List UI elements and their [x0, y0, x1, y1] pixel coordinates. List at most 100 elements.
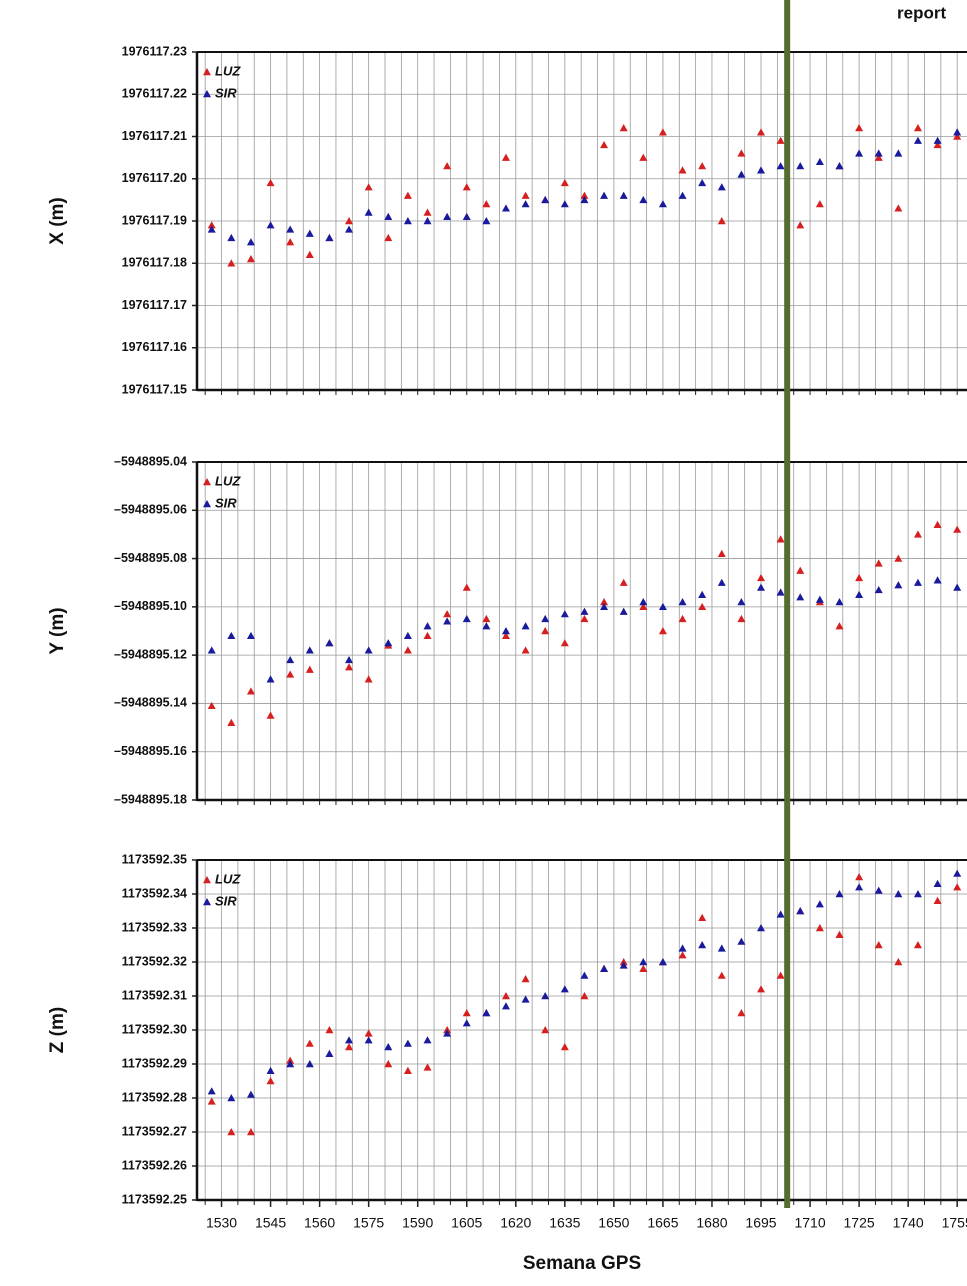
- data-point: [698, 913, 707, 921]
- data-point: [384, 639, 393, 647]
- data-point: [325, 639, 334, 647]
- y-tick-label: 1173592.28: [122, 1090, 187, 1104]
- data-point: [246, 1090, 255, 1098]
- data-point: [913, 941, 922, 949]
- x-axis-label: Semana GPS: [523, 1253, 641, 1274]
- data-point: [305, 646, 314, 654]
- y-tick-label: 1976117.20: [122, 171, 187, 185]
- data-point: [776, 136, 785, 144]
- data-point: [855, 149, 864, 157]
- data-point: [345, 217, 354, 225]
- data-point: [423, 631, 432, 640]
- data-point: [835, 598, 844, 606]
- data-point: [894, 581, 903, 589]
- data-point: [403, 1039, 412, 1047]
- data-point: [757, 573, 766, 582]
- data-point: [325, 233, 334, 242]
- data-point: [501, 992, 510, 1000]
- x-tick-label: 1605: [451, 1215, 482, 1231]
- data-point: [600, 598, 609, 606]
- data-point: [776, 910, 785, 918]
- data-point: [835, 890, 844, 898]
- y-tick-label: 1976117.18: [122, 256, 187, 270]
- data-point: [560, 639, 569, 647]
- data-point: [207, 646, 216, 654]
- data-point: [521, 622, 530, 630]
- points: [207, 124, 962, 267]
- y-tick-label: 1976117.22: [122, 87, 187, 101]
- data-point: [953, 883, 962, 891]
- data-point: [933, 520, 942, 528]
- data-point: [933, 896, 942, 904]
- y-tick-label: 1173592.33: [122, 920, 187, 934]
- annotation: report: [897, 3, 946, 22]
- data-point: [913, 530, 922, 538]
- data-point: [874, 886, 883, 894]
- x-tick-label: 1635: [549, 1215, 580, 1231]
- data-point: [286, 238, 295, 246]
- x-tick-label: 1680: [696, 1215, 727, 1231]
- data-point: [717, 944, 726, 952]
- data-point: [658, 200, 667, 208]
- data-point: [757, 924, 766, 932]
- legend-marker: [203, 478, 211, 486]
- data-point: [364, 1036, 373, 1044]
- data-point: [953, 525, 962, 533]
- data-point: [639, 964, 648, 972]
- data-point: [580, 992, 589, 1000]
- data-point: [482, 200, 491, 208]
- x-tick-label: 1725: [844, 1215, 875, 1231]
- data-point: [227, 259, 236, 267]
- data-point: [246, 631, 255, 640]
- data-point: [246, 255, 255, 263]
- data-point: [443, 162, 452, 170]
- data-point: [855, 590, 864, 598]
- data-point: [305, 229, 314, 237]
- y-axis-label: Y (m): [47, 607, 68, 654]
- legend-label: SIR: [215, 893, 237, 908]
- data-point: [737, 149, 746, 157]
- data-point: [423, 208, 432, 216]
- data-point: [678, 951, 687, 959]
- data-point: [325, 1049, 334, 1057]
- y-tick-label: –5948895.08: [114, 551, 187, 565]
- data-point: [246, 1128, 255, 1136]
- data-point: [678, 944, 687, 952]
- data-point: [345, 225, 354, 233]
- data-point: [541, 627, 550, 635]
- data-point: [403, 191, 412, 199]
- data-point: [796, 566, 805, 574]
- x-tick-label: 1590: [402, 1215, 433, 1231]
- data-point: [560, 610, 569, 618]
- data-point: [345, 1043, 354, 1051]
- x-tick-label: 1575: [353, 1215, 384, 1231]
- data-point: [835, 622, 844, 630]
- data-point: [717, 971, 726, 979]
- data-point: [305, 1060, 314, 1068]
- data-point: [874, 559, 883, 567]
- data-point: [717, 549, 726, 557]
- y-tick-label: 1173592.31: [122, 988, 187, 1002]
- x-tick-label: 1530: [206, 1215, 237, 1231]
- data-point: [345, 655, 354, 664]
- data-point: [913, 578, 922, 586]
- data-point: [541, 614, 550, 623]
- data-point: [423, 622, 432, 630]
- data-point: [600, 602, 609, 611]
- y-tick-label: 1173592.34: [122, 886, 187, 900]
- data-point: [462, 1009, 471, 1017]
- data-point: [815, 157, 824, 166]
- data-point: [325, 1026, 334, 1034]
- x-tick-label: 1620: [500, 1215, 531, 1231]
- data-point: [305, 665, 314, 673]
- data-point: [403, 217, 412, 225]
- data-point: [246, 687, 255, 695]
- x-tick-label: 1695: [745, 1215, 776, 1231]
- data-point: [855, 124, 864, 132]
- data-point: [776, 162, 785, 170]
- data-point: [482, 1009, 491, 1017]
- data-point: [678, 598, 687, 606]
- data-point: [501, 153, 510, 161]
- data-point: [266, 711, 275, 719]
- data-point: [462, 583, 471, 591]
